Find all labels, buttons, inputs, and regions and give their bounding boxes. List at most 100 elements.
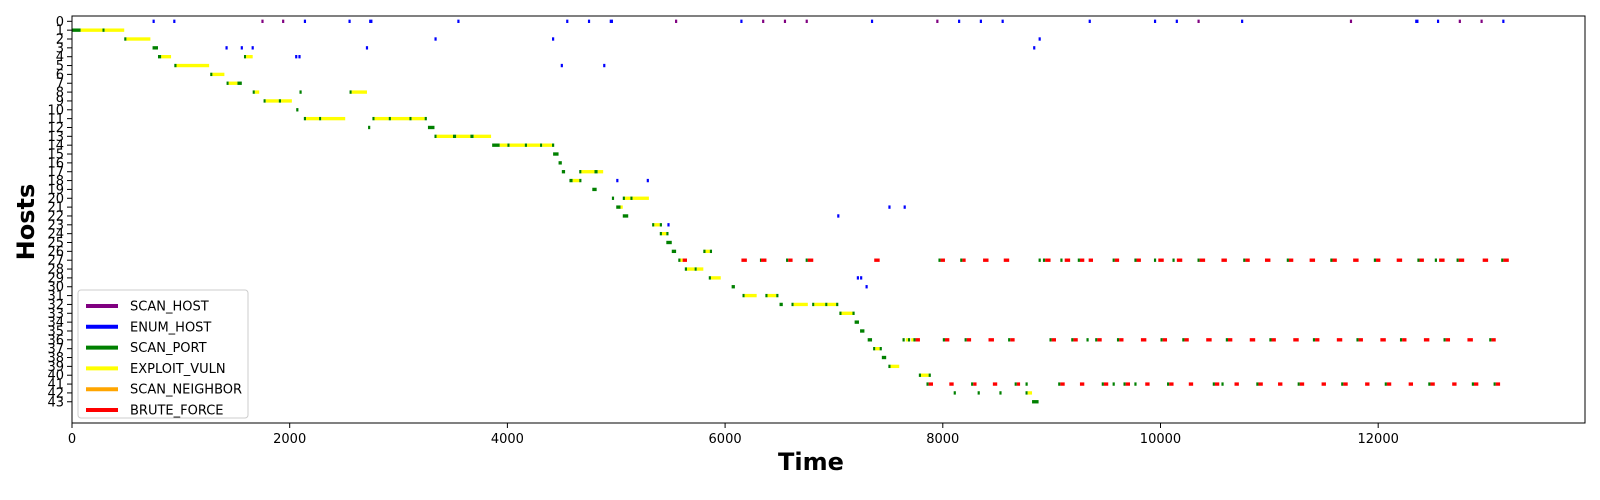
- event-bar-scan-port: [1471, 382, 1474, 386]
- event-bar-scan-port: [427, 125, 435, 130]
- event-bar-brute-force: [1380, 338, 1386, 342]
- event-bar-brute-force: [1064, 258, 1071, 262]
- event-bar-scan-port: [1172, 258, 1175, 262]
- event-bar-scan-port: [237, 81, 242, 85]
- event-bar-scan-port: [659, 223, 662, 227]
- event-bar-scan-port: [424, 116, 427, 121]
- event-bar-scan-port: [652, 223, 655, 227]
- y-tick-label: 38: [47, 351, 64, 366]
- event-bar-enum-host: [667, 223, 670, 227]
- event-bar-scan-port: [805, 258, 808, 262]
- event-bar-scan-port: [263, 99, 266, 103]
- x-tick-label: 4000: [491, 432, 524, 447]
- event-bar-scan-host: [282, 19, 285, 23]
- event-bar-scan-port: [671, 249, 677, 254]
- y-axis: 0123456789101112131415161718192021222324…: [47, 15, 72, 410]
- event-bar-scan-port: [666, 240, 672, 245]
- y-tick-label: 32: [47, 298, 64, 313]
- y-tick-label: 43: [47, 395, 64, 410]
- event-bar-brute-force: [1184, 338, 1189, 342]
- event-bar-brute-force: [1221, 258, 1227, 262]
- event-bar-scan-port: [174, 63, 177, 68]
- legend-label: SCAN_PORT: [130, 341, 207, 356]
- event-bar-brute-force: [1003, 258, 1010, 262]
- y-tick-label: 18: [47, 174, 64, 189]
- event-bar-enum-host: [152, 19, 155, 23]
- y-tick-label: 15: [47, 148, 64, 163]
- event-bar-exploit-vuln: [654, 223, 660, 227]
- event-bar-scan-host: [1197, 19, 1200, 23]
- event-bar-scan-port: [630, 196, 633, 200]
- event-bar-scan-port: [594, 170, 598, 174]
- event-bar-brute-force: [1234, 382, 1239, 386]
- event-bar-scan-port: [776, 293, 779, 298]
- event-bar-brute-force: [1402, 338, 1407, 342]
- event-bar-scan-host: [1349, 19, 1353, 23]
- event-bar-exploit-vuln: [390, 116, 410, 121]
- event-bar-brute-force: [1158, 258, 1164, 262]
- event-bar-scan-port: [492, 143, 500, 147]
- event-bar-exploit-vuln: [827, 302, 837, 307]
- event-bar-enum-host: [587, 19, 591, 23]
- event-bar-brute-force: [1503, 258, 1509, 262]
- legend-box: [77, 289, 249, 419]
- event-bar-brute-force: [1293, 338, 1299, 342]
- event-bar-scan-port: [1077, 258, 1080, 262]
- event-bar-scan-port: [812, 302, 815, 307]
- event-bar-scan-port: [1134, 258, 1137, 262]
- event-bar-scan-port: [1456, 258, 1459, 262]
- event-bar-brute-force: [988, 338, 994, 342]
- event-bar-scan-port: [1060, 258, 1063, 262]
- event-bar-enum-host: [1038, 37, 1041, 41]
- event-bar-scan-port: [742, 293, 745, 298]
- y-tick-label: 31: [47, 289, 64, 304]
- event-bar-exploit-vuln: [246, 55, 253, 59]
- event-bar-exploit-vuln: [744, 293, 757, 298]
- event-bars: [72, 19, 1509, 404]
- event-bar-brute-force: [1336, 338, 1343, 342]
- event-bar-scan-port: [960, 258, 963, 262]
- event-bar-exploit-vuln: [176, 63, 210, 68]
- x-tick-label: 2000: [273, 432, 306, 447]
- event-bar-scan-port: [319, 116, 322, 121]
- event-bar-brute-force: [1125, 382, 1131, 386]
- event-bar-exploit-vuln: [624, 196, 631, 200]
- event-bar-exploit-vuln: [620, 205, 623, 209]
- y-tick-label: 8: [56, 86, 64, 101]
- event-bar-exploit-vuln: [767, 293, 777, 298]
- event-bar-brute-force: [1140, 338, 1147, 342]
- x-tick-label: 10000: [1140, 432, 1181, 447]
- event-bar-scan-port: [1049, 338, 1052, 342]
- event-bar-enum-host: [1033, 46, 1036, 50]
- event-bar-scan-port: [971, 382, 974, 386]
- event-bar-brute-force: [1343, 382, 1348, 386]
- event-bar-scan-port: [552, 143, 555, 147]
- event-bar-scan-port: [1269, 338, 1272, 342]
- event-bar-brute-force: [1245, 258, 1250, 262]
- event-bar-brute-force: [1491, 338, 1496, 342]
- y-tick-label: 40: [47, 369, 64, 384]
- event-bar-brute-force: [1073, 338, 1078, 342]
- event-bar-scan-port: [938, 258, 941, 262]
- x-tick-label: 8000: [926, 432, 959, 447]
- event-bar-enum-host: [1088, 19, 1091, 23]
- event-bar-scan-port: [102, 28, 105, 32]
- event-bar-scan-port: [964, 338, 967, 342]
- y-tick-label: 24: [47, 227, 64, 242]
- event-bar-brute-force: [1386, 382, 1392, 386]
- event-bar-enum-host: [646, 178, 649, 183]
- event-bar-brute-force: [807, 258, 814, 262]
- event-bar-enum-host: [865, 285, 868, 289]
- event-bar-scan-port: [388, 116, 391, 121]
- event-bar-brute-force: [1315, 338, 1320, 342]
- event-bar-scan-port: [540, 143, 543, 147]
- event-bar-scan-port: [666, 231, 669, 236]
- event-bar-scan-port: [839, 311, 842, 315]
- y-tick-label: 25: [47, 236, 64, 251]
- event-bar-scan-port: [507, 143, 510, 147]
- event-bar-scan-port: [524, 143, 527, 147]
- event-bar-exploit-vuln: [161, 55, 172, 59]
- event-bar-scan-port: [1417, 258, 1420, 262]
- event-bar-enum-host: [434, 37, 437, 41]
